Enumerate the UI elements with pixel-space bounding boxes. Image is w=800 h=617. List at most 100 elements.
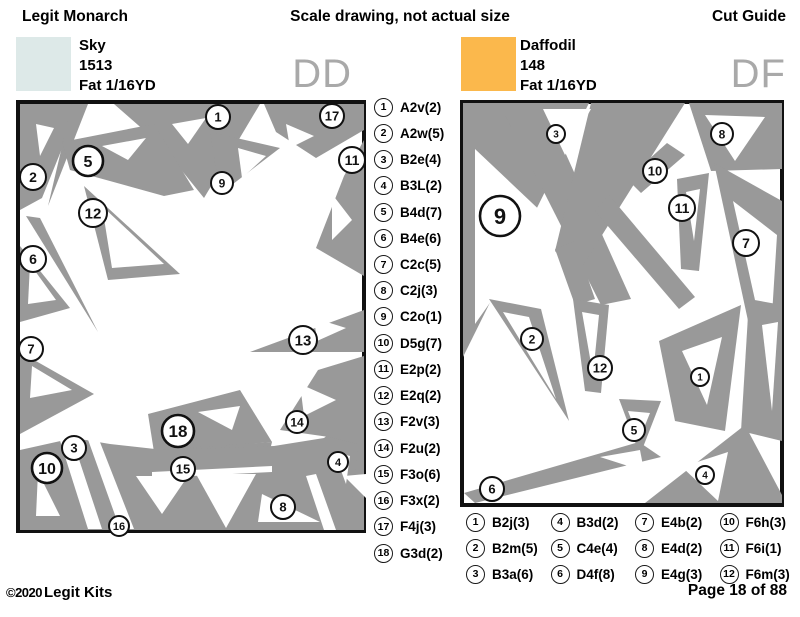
piece-marker-circle-6 <box>19 245 47 273</box>
piece-marker-number: 7 <box>27 342 34 357</box>
legend-item-code: E4g(3) <box>661 566 703 582</box>
legend-item-number: 11 <box>719 538 739 558</box>
brand-name: Legit Kits <box>44 584 113 601</box>
legend-item-number: 5 <box>550 538 570 558</box>
piece-marker-number: 8 <box>279 500 286 515</box>
legend-item-number: 15 <box>374 464 393 484</box>
panel-code-dd: DD <box>292 52 352 96</box>
piece-marker-number: 1 <box>214 110 221 125</box>
footer-copyright: ©2020 Legit Kits <box>6 584 112 602</box>
legend-item-number: 12 <box>374 386 393 406</box>
piece-cutout <box>198 406 240 430</box>
legend-item-number: 11 <box>374 359 393 379</box>
legend-item-code: F3o(6) <box>400 466 441 482</box>
piece-marker-circle-4 <box>327 451 349 473</box>
legend-df: 1 B2j(3) 2 B2m(5) 3 B3a(6) 4 B3d(2) 5 C4e(4) 6 D4f(… <box>466 509 800 587</box>
legend-item-code: B3a(6) <box>492 566 534 582</box>
legend-item: 9 C2o(1) <box>374 304 460 330</box>
legend-item-code: C4e(4) <box>576 540 618 556</box>
legend-item: 2 B2m(5) <box>466 535 551 561</box>
fabric-piece <box>499 103 631 305</box>
legend-item-code: A2v(2) <box>400 99 442 115</box>
legend-item-number: 6 <box>550 564 570 584</box>
legend-item-code: E4b(2) <box>661 514 703 530</box>
piece-marker-circle-8 <box>710 122 734 146</box>
piece-cutout <box>36 124 54 156</box>
piece-cutout <box>306 474 336 530</box>
legend-item-number: 3 <box>374 150 393 170</box>
copyright-year: ©2020 <box>6 585 43 600</box>
legend-item: 17 F4j(3) <box>374 514 460 540</box>
legend-item: 1 B2j(3) <box>466 509 551 535</box>
legend-item-number: 7 <box>635 512 654 532</box>
piece-cutout <box>503 312 556 399</box>
piece-marker-circle-12 <box>78 198 108 228</box>
piece-marker-number: 3 <box>70 441 77 456</box>
fabric-piece <box>555 103 685 275</box>
legend-item: 15 F3o(6) <box>374 461 460 487</box>
legend-item: 8 C2j(3) <box>374 278 460 304</box>
piece-marker-number: 15 <box>176 462 190 477</box>
legend-item: 3 B3a(6) <box>466 561 551 587</box>
piece-marker-number: 11 <box>345 152 360 168</box>
piece-marker-number: 16 <box>113 521 125 533</box>
piece-marker-number: 7 <box>742 235 750 251</box>
piece-marker-number: 5 <box>84 154 93 171</box>
piece-marker-number: 1 <box>697 373 703 384</box>
piece-marker-circle-5 <box>71 144 105 178</box>
piece-marker-number: 14 <box>290 415 304 429</box>
legend-item-number: 8 <box>374 281 393 301</box>
legend-item-code: F4j(3) <box>400 519 437 535</box>
panel-code-df: DF <box>730 52 786 96</box>
legend-item-number: 17 <box>374 517 393 537</box>
piece-marker-circle-9 <box>478 194 522 238</box>
legend-item-code: E4d(2) <box>661 540 703 556</box>
piece-cutout <box>762 322 778 411</box>
piece-marker-number: 10 <box>648 164 662 179</box>
legend-item-code: C2o(1) <box>400 309 443 325</box>
legend-item: 7 E4b(2) <box>635 509 720 535</box>
piece-marker-number: 9 <box>494 204 506 229</box>
piece-marker-circle-1 <box>690 367 710 387</box>
piece-cutout <box>344 474 366 498</box>
piece-marker-number: 10 <box>38 461 56 478</box>
piece-marker-circle-11 <box>668 194 696 222</box>
fabric-number: 1513 <box>79 57 113 74</box>
legend-item: 5 B4d(7) <box>374 199 460 225</box>
scale-note: Scale drawing, not actual size <box>290 8 510 25</box>
piece-cutout <box>28 264 56 304</box>
legend-item-number: 3 <box>466 564 485 584</box>
piece-marker-number: 9 <box>219 176 226 190</box>
piece-markers: 1 17 11 2 5 9 12 6 7 13 18 14 3 10 15 4 8 16 <box>18 103 366 537</box>
piece-cutout <box>314 318 346 341</box>
piece-marker-number: 8 <box>719 127 726 141</box>
legend-item-code: B2m(5) <box>492 540 538 556</box>
legend-item: 6 B4e(6) <box>374 225 460 251</box>
piece-marker-circle-5 <box>622 418 646 442</box>
piece-marker-number: 2 <box>29 169 37 185</box>
piece-marker-circle-10 <box>642 158 668 184</box>
legend-item-code: F2v(3) <box>400 414 440 430</box>
fabric-info-daffodil: Daffodil 148 Fat 1/16YD <box>520 36 597 96</box>
legend-item: 4 B3L(2) <box>374 173 460 199</box>
piece-marker-circle-2 <box>19 163 47 191</box>
piece-cutout <box>136 476 188 514</box>
legend-dd: 1 A2v(2) 2 A2w(5) 3 B2e(4) 4 B3L(2) 5 B4d(7) 6 B4e(… <box>374 94 460 566</box>
pattern-title: Legit Monarch <box>22 8 128 25</box>
piece-cutout <box>86 432 134 529</box>
piece-cutout <box>543 109 591 155</box>
fabric-pieces <box>463 103 782 503</box>
legend-item-code: D5g(7) <box>400 335 443 351</box>
legend-item-number: 12 <box>719 564 739 584</box>
piece-cutout <box>300 384 336 416</box>
legend-item: 11 E2p(2) <box>374 356 460 382</box>
piece-marker-number: 2 <box>529 332 536 346</box>
legend-item-number: 5 <box>374 202 393 222</box>
piece-marker-number: 4 <box>702 471 708 482</box>
panel-df-drawing: 3 8 10 11 9 7 2 12 1 5 4 6 <box>460 100 784 507</box>
legend-item-code: D4f(8) <box>576 566 615 582</box>
legend-item-number: 4 <box>374 176 393 196</box>
piece-marker-circle-12 <box>587 355 613 381</box>
legend-item-code: F6h(3) <box>745 514 787 530</box>
